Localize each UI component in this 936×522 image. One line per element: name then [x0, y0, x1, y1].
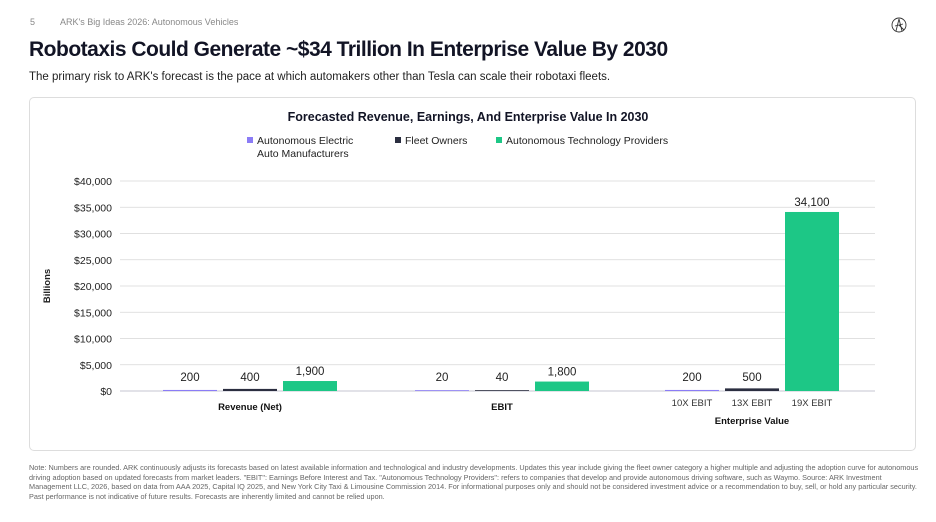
legend-swatch	[247, 137, 253, 143]
bar	[535, 381, 589, 391]
bar	[665, 389, 719, 391]
data-label: 40	[496, 372, 509, 384]
x-sub-label: 10X EBIT	[672, 398, 713, 409]
bar	[283, 381, 337, 391]
bar	[475, 390, 529, 391]
page-number: 5	[30, 17, 36, 27]
y-tick-label: $30,000	[74, 229, 112, 241]
y-tick-label: $15,000	[74, 307, 112, 319]
data-label: 200	[682, 372, 701, 384]
ark-logo-icon	[891, 17, 907, 33]
y-tick-label: $35,000	[74, 202, 112, 214]
bar	[725, 388, 779, 391]
y-tick-label: $0	[100, 386, 112, 398]
legend-swatch	[395, 137, 401, 143]
data-label: 1,900	[296, 366, 325, 378]
bar	[415, 390, 469, 391]
y-tick-label: $10,000	[74, 334, 112, 346]
legend-label: Autonomous Electric	[257, 135, 353, 147]
data-label: 20	[436, 372, 449, 384]
page-title: Robotaxis Could Generate ~$34 Trillion I…	[29, 38, 668, 61]
y-axis-label: Billions	[42, 269, 53, 303]
x-sub-label: 13X EBIT	[732, 398, 773, 409]
y-tick-label: $5,000	[80, 360, 112, 372]
y-tick-label: $20,000	[74, 281, 112, 293]
legend-label: Autonomous Technology Providers	[506, 135, 668, 147]
legend-swatch	[496, 137, 502, 143]
x-category-label: EBIT	[491, 402, 513, 413]
x-category-label: Revenue (Net)	[218, 402, 282, 413]
breadcrumb: ARK's Big Ideas 2026: Autonomous Vehicle…	[60, 17, 239, 27]
bar	[163, 389, 217, 391]
x-category-label: Enterprise Value	[715, 416, 789, 427]
footnote: Note: Numbers are rounded. ARK continuou…	[29, 463, 919, 501]
chart-title: Forecasted Revenue, Earnings, And Enterp…	[288, 110, 649, 124]
data-label: 1,800	[548, 367, 577, 379]
data-label: 400	[240, 372, 259, 384]
data-label: 34,100	[794, 197, 829, 209]
chart-panel	[29, 97, 916, 451]
bar	[785, 211, 839, 391]
legend-label: Fleet Owners	[405, 135, 467, 147]
data-label: 500	[742, 372, 761, 384]
legend-label: Auto Manufacturers	[257, 148, 349, 160]
data-label: 200	[180, 372, 199, 384]
x-sub-label: 19X EBIT	[792, 398, 833, 409]
y-tick-label: $25,000	[74, 255, 112, 267]
page-subtitle: The primary risk to ARK's forecast is th…	[29, 71, 611, 83]
bar	[223, 388, 277, 391]
y-tick-label: $40,000	[74, 176, 112, 188]
